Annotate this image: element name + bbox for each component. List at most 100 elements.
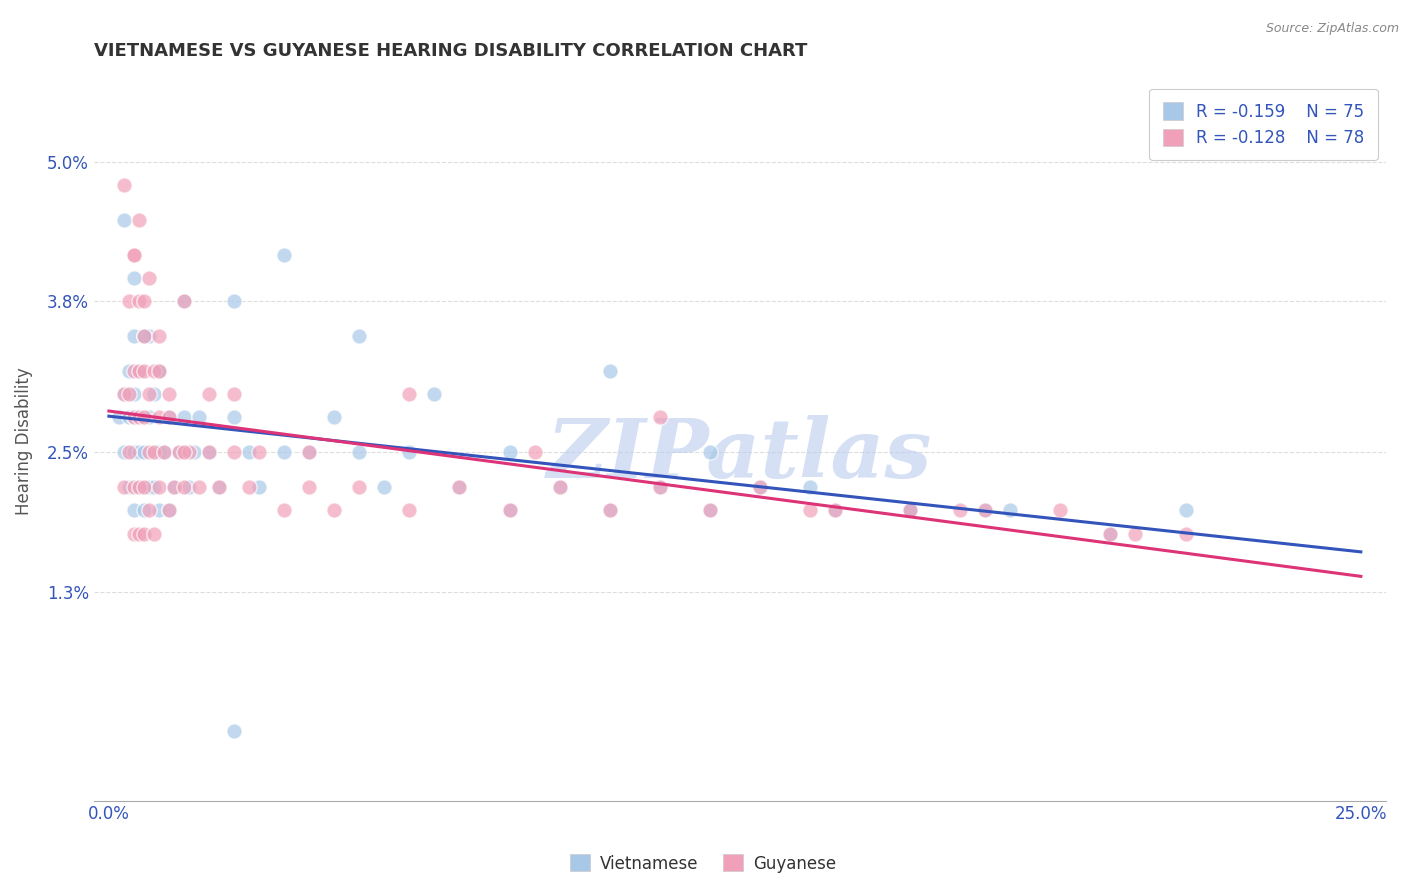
Point	[247, 480, 270, 494]
Point	[1125, 526, 1147, 541]
Point	[198, 445, 221, 459]
Point	[198, 387, 221, 401]
Point	[398, 445, 420, 459]
Point	[548, 480, 571, 494]
Point	[523, 445, 546, 459]
Point	[398, 387, 420, 401]
Point	[132, 329, 155, 343]
Point	[138, 271, 160, 285]
Point	[898, 503, 921, 517]
Point	[222, 445, 245, 459]
Point	[112, 480, 135, 494]
Point	[898, 503, 921, 517]
Point	[122, 364, 145, 378]
Point	[373, 480, 395, 494]
Point	[163, 480, 186, 494]
Point	[167, 445, 190, 459]
Point	[799, 503, 821, 517]
Point	[238, 445, 260, 459]
Point	[138, 445, 160, 459]
Point	[173, 480, 195, 494]
Point	[148, 329, 170, 343]
Point	[222, 723, 245, 738]
Point	[1174, 503, 1197, 517]
Point	[132, 329, 155, 343]
Point	[122, 329, 145, 343]
Point	[548, 480, 571, 494]
Point	[132, 410, 155, 425]
Point	[112, 445, 135, 459]
Point	[599, 503, 621, 517]
Point	[974, 503, 997, 517]
Point	[138, 410, 160, 425]
Point	[398, 503, 420, 517]
Point	[748, 480, 770, 494]
Point	[824, 503, 846, 517]
Point	[122, 445, 145, 459]
Point	[118, 445, 141, 459]
Legend: Vietnamese, Guyanese: Vietnamese, Guyanese	[562, 847, 844, 880]
Point	[599, 364, 621, 378]
Point	[128, 364, 150, 378]
Point	[143, 480, 166, 494]
Point	[128, 480, 150, 494]
Point	[648, 410, 671, 425]
Point	[1099, 526, 1122, 541]
Point	[118, 364, 141, 378]
Point	[298, 480, 321, 494]
Point	[143, 387, 166, 401]
Point	[128, 410, 150, 425]
Point	[118, 410, 141, 425]
Point	[148, 445, 170, 459]
Point	[247, 445, 270, 459]
Point	[173, 445, 195, 459]
Point	[699, 503, 721, 517]
Point	[648, 480, 671, 494]
Point	[748, 480, 770, 494]
Point	[128, 294, 150, 309]
Point	[898, 503, 921, 517]
Point	[157, 503, 180, 517]
Point	[188, 410, 211, 425]
Point	[173, 410, 195, 425]
Point	[449, 480, 471, 494]
Point	[222, 410, 245, 425]
Point	[177, 445, 200, 459]
Point	[108, 410, 131, 425]
Y-axis label: Hearing Disability: Hearing Disability	[15, 367, 32, 515]
Point	[208, 480, 231, 494]
Point	[122, 248, 145, 262]
Point	[173, 294, 195, 309]
Point	[238, 480, 260, 494]
Point	[298, 445, 321, 459]
Point	[143, 526, 166, 541]
Point	[1049, 503, 1071, 517]
Point	[132, 526, 155, 541]
Point	[138, 387, 160, 401]
Point	[118, 294, 141, 309]
Point	[122, 387, 145, 401]
Text: ZIPatlas: ZIPatlas	[547, 415, 932, 495]
Point	[122, 271, 145, 285]
Point	[498, 503, 520, 517]
Legend: R = -0.159    N = 75, R = -0.128    N = 78: R = -0.159 N = 75, R = -0.128 N = 78	[1149, 89, 1378, 161]
Point	[153, 445, 176, 459]
Point	[112, 387, 135, 401]
Point	[148, 364, 170, 378]
Point	[349, 445, 371, 459]
Point	[122, 526, 145, 541]
Point	[132, 445, 155, 459]
Point	[273, 248, 295, 262]
Point	[148, 364, 170, 378]
Point	[157, 410, 180, 425]
Point	[122, 410, 145, 425]
Point	[128, 213, 150, 227]
Point	[132, 503, 155, 517]
Point	[177, 480, 200, 494]
Point	[138, 329, 160, 343]
Point	[128, 410, 150, 425]
Point	[599, 503, 621, 517]
Point	[122, 248, 145, 262]
Point	[132, 329, 155, 343]
Point	[163, 480, 186, 494]
